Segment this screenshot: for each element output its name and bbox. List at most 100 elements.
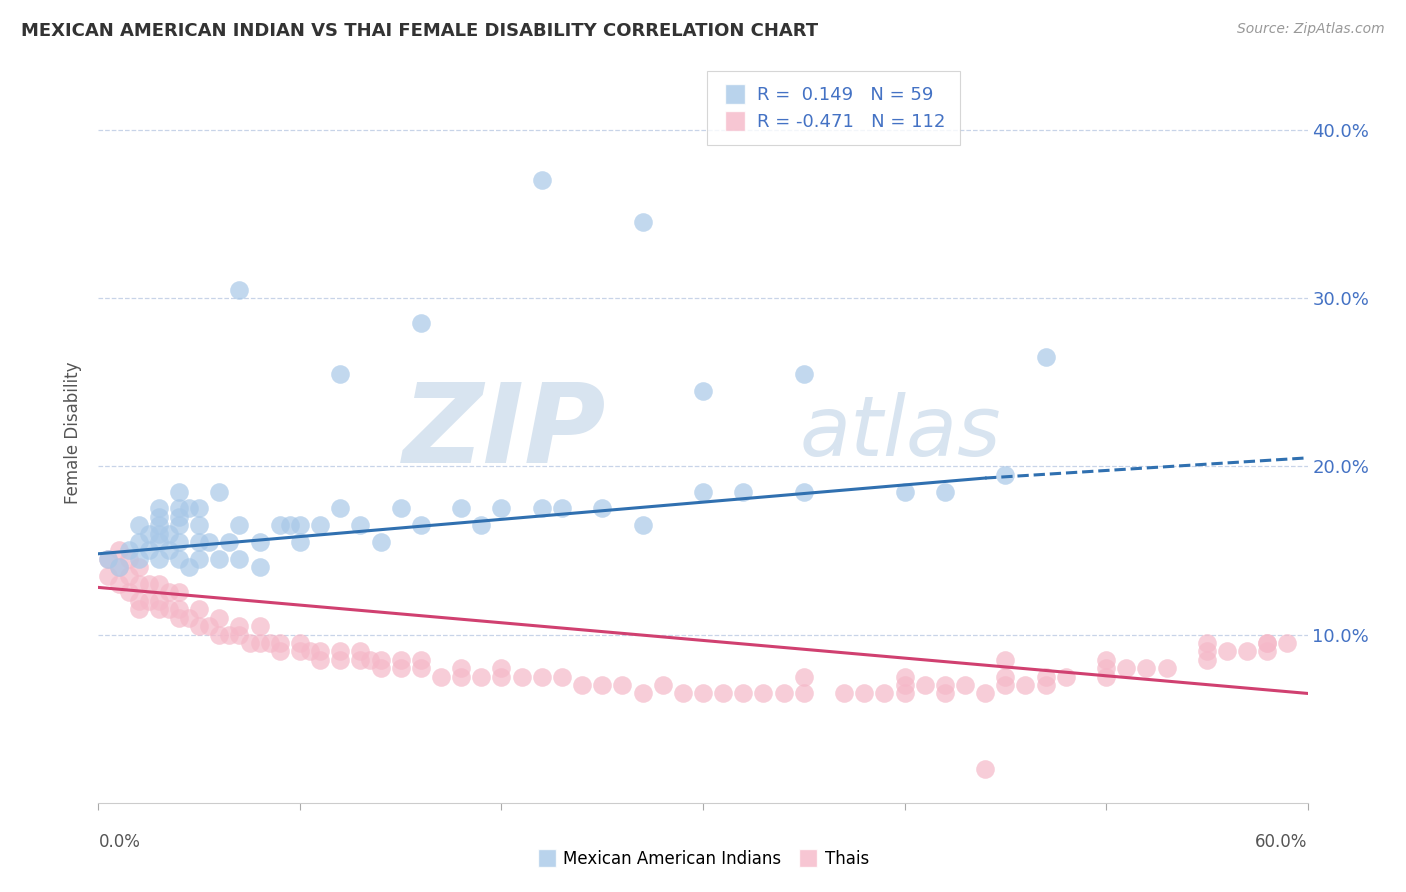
Point [409,518,432,533]
Point [893,484,915,499]
Point [793,670,815,684]
Point [118,551,141,566]
Point [148,526,170,541]
Point [167,585,190,599]
Point [530,173,553,187]
Point [128,560,150,574]
Point [631,518,654,533]
Point [228,518,250,533]
Point [309,644,332,658]
Point [167,509,190,524]
Point [118,585,141,599]
Point [1095,670,1118,684]
Point [138,594,160,608]
Point [1095,661,1118,675]
Point [309,518,332,533]
Point [934,686,956,700]
Point [612,678,634,692]
Point [288,636,311,650]
Point [228,283,250,297]
Point [128,594,150,608]
Point [1195,653,1218,667]
Point [873,686,896,700]
Point [128,577,150,591]
Point [329,367,352,381]
Point [389,653,412,667]
Point [793,367,815,381]
Legend: R =  0.149   N = 59, R = -0.471   N = 112: R = 0.149 N = 59, R = -0.471 N = 112 [707,71,960,145]
Point [128,535,150,549]
Point [128,518,150,533]
Point [208,484,231,499]
Point [249,619,271,633]
Point [188,518,211,533]
Point [994,678,1017,692]
Point [1035,350,1057,364]
Point [974,686,997,700]
Point [309,653,332,667]
Point [329,644,352,658]
Point [208,551,231,566]
Point [491,661,513,675]
Point [167,610,190,624]
Point [1014,678,1036,692]
Point [208,627,231,641]
Point [994,467,1017,482]
Point [1277,636,1299,650]
Text: Source: ZipAtlas.com: Source: ZipAtlas.com [1237,22,1385,37]
Point [167,551,190,566]
Point [711,686,734,700]
Point [491,670,513,684]
Point [329,501,352,516]
Point [491,501,513,516]
Point [1195,644,1218,658]
Point [288,535,311,549]
Point [167,535,190,549]
Point [239,636,262,650]
Point [148,535,170,549]
Point [733,686,755,700]
Point [470,670,492,684]
Point [1156,661,1178,675]
Point [631,215,654,229]
Point [148,501,170,516]
Point [1256,644,1278,658]
Point [853,686,876,700]
Point [349,518,371,533]
Point [167,602,190,616]
Point [299,644,322,658]
Point [349,644,371,658]
Point [288,518,311,533]
Point [198,535,221,549]
Point [118,543,141,558]
Point [148,551,170,566]
Point [530,670,553,684]
Point [974,762,997,776]
Point [893,678,915,692]
Point [198,619,221,633]
Point [360,653,382,667]
Point [278,518,301,533]
Point [349,653,371,667]
Point [450,501,472,516]
Point [1054,670,1077,684]
Text: 60.0%: 60.0% [1256,833,1308,851]
Point [167,484,190,499]
Point [591,678,613,692]
Text: atlas: atlas [800,392,1001,473]
Point [138,577,160,591]
Point [1095,653,1118,667]
Point [651,678,673,692]
Point [128,551,150,566]
Point [157,602,180,616]
Point [249,560,271,574]
Point [97,568,120,582]
Point [893,670,915,684]
Point [953,678,976,692]
Point [269,636,291,650]
Point [167,501,190,516]
Point [510,670,533,684]
Point [409,661,432,675]
Point [107,560,129,574]
Point [389,661,412,675]
